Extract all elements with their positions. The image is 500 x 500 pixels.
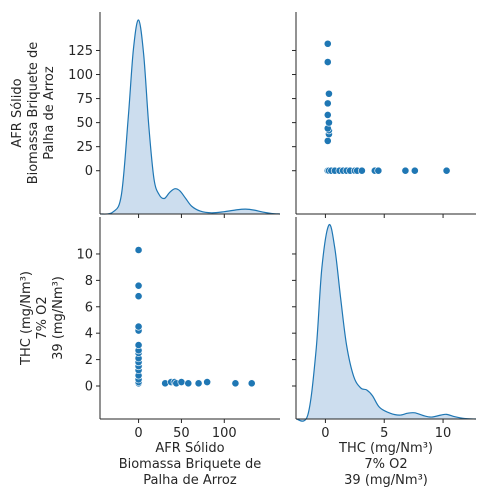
scatter-point-thc-vs-afr-24 xyxy=(231,379,240,388)
scatter-point-thc-vs-afr-22 xyxy=(194,379,203,388)
xtick-label-afr-50: 50 xyxy=(173,426,190,441)
xaxis-label-afr-line-0: AFR Sólido xyxy=(155,441,224,456)
xtick-label-thc-10: 10 xyxy=(435,426,452,441)
scatter-point-afr-vs-thc-10 xyxy=(357,166,366,175)
ytick-label-thc-8: 8 xyxy=(85,274,93,289)
scatter-point-thc-vs-afr-23 xyxy=(203,378,212,386)
yaxis-label-afr-line-0: AFR Sólido xyxy=(10,78,25,147)
xtick-label-afr-100: 100 xyxy=(212,426,237,441)
scatter-point-afr-vs-thc-24 xyxy=(323,58,332,66)
ytick-label-thc-4: 4 xyxy=(85,327,93,342)
ytick-label-afr-50: 50 xyxy=(76,116,93,131)
xtick-label-afr-0: 0 xyxy=(134,426,142,441)
ytick-label-afr-25: 25 xyxy=(76,140,93,155)
scatter-point-afr-vs-thc-25 xyxy=(323,39,332,48)
ytick-label-afr-125: 125 xyxy=(68,44,93,59)
scatter-point-thc-vs-afr-10 xyxy=(134,341,143,349)
scatter-point-afr-vs-thc-20 xyxy=(325,118,333,127)
yaxis-label-thc-line-2: 39 (mg/Nm³) xyxy=(51,276,66,360)
ytick-label-thc-0: 0 xyxy=(85,379,93,394)
ytick-label-thc-6: 6 xyxy=(85,300,93,315)
xaxis-label-thc-line-1: 7% O2 xyxy=(364,457,407,472)
scatter-point-thc-vs-afr-21 xyxy=(184,379,193,388)
scatter-point-afr-vs-thc-23 xyxy=(325,89,333,98)
scatter-point-afr-vs-thc-21 xyxy=(323,111,332,119)
scatter-point-afr-vs-thc-15 xyxy=(442,166,451,175)
scatter-point-thc-vs-afr-15 xyxy=(134,246,143,254)
scatter-point-thc-vs-afr-25 xyxy=(247,379,256,388)
scatter-point-afr-vs-thc-16 xyxy=(323,136,332,145)
xaxis-label-afr-line-1: Biomassa Briquete de xyxy=(119,457,262,472)
density-line-afr xyxy=(99,19,281,215)
yaxis-label-thc-line-1: 7% O2 xyxy=(35,296,50,339)
ytick-label-thc-10: 10 xyxy=(76,247,93,262)
scatter-point-afr-vs-thc-12 xyxy=(374,166,383,175)
scatter-point-afr-vs-thc-13 xyxy=(401,166,410,175)
ytick-label-afr-100: 100 xyxy=(68,68,93,83)
xaxis-label-afr-line-2: Palha de Arroz xyxy=(143,473,237,488)
scatter-point-thc-vs-afr-12 xyxy=(134,322,143,331)
density-line-thc xyxy=(295,223,477,422)
xtick-label-thc-0: 0 xyxy=(321,426,329,441)
scatter-point-afr-vs-thc-22 xyxy=(323,99,332,108)
ytick-label-afr-0: 0 xyxy=(85,164,93,179)
scatter-point-thc-vs-afr-20 xyxy=(177,378,186,386)
yaxis-label-afr-line-2: Palha de Arroz xyxy=(42,66,57,160)
ytick-label-afr-75: 75 xyxy=(76,92,93,107)
density-area-thc xyxy=(296,224,476,422)
scatter-point-thc-vs-afr-14 xyxy=(134,281,143,290)
xtick-label-thc-5: 5 xyxy=(380,426,388,441)
yaxis-label-thc-line-0: THC (mg/Nm³) xyxy=(19,271,34,366)
xaxis-label-thc-line-0: THC (mg/Nm³) xyxy=(338,441,433,456)
xaxis-label-thc-line-2: 39 (mg/Nm³) xyxy=(344,473,428,488)
ytick-label-thc-2: 2 xyxy=(85,353,93,368)
density-area-afr xyxy=(100,19,280,215)
yaxis-label-afr-line-1: Biomassa Briquete de xyxy=(26,42,41,185)
scatter-point-thc-vs-afr-13 xyxy=(134,292,143,301)
scatter-point-afr-vs-thc-14 xyxy=(410,166,419,175)
